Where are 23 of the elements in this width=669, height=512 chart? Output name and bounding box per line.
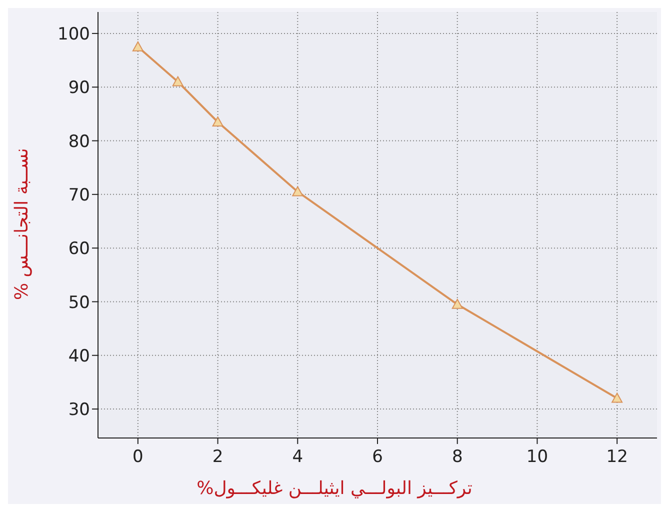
- point: [212, 116, 224, 126]
- x-axis-title: تركـــيز البولـــي ايثيلـــن غليكـــول%: [196, 478, 474, 499]
- point: [452, 298, 463, 309]
- x-tick-label: 2: [212, 447, 224, 468]
- y-tick-label: 30: [68, 400, 90, 420]
- x-tick-label: 0: [132, 447, 144, 468]
- point: [612, 392, 623, 403]
- y-axis-title: نســبة التجانـــس %: [12, 148, 32, 300]
- y-tick-label: 80: [68, 132, 90, 152]
- x-tick-label: 10: [526, 447, 548, 468]
- x-tick-label: 4: [292, 447, 304, 468]
- y-tick-label: 70: [68, 185, 90, 206]
- x-tick-label: 8: [452, 447, 463, 468]
- point: [292, 186, 304, 196]
- y-tick-label: 50: [68, 292, 90, 313]
- point: [172, 76, 184, 86]
- y-tick-label: 60: [68, 239, 90, 260]
- y-tick-label: 100: [58, 24, 90, 44]
- x-tick-label: 12: [606, 447, 628, 468]
- point: [132, 41, 144, 52]
- y-tick-label: 90: [68, 78, 90, 98]
- y-tick-label: 40: [68, 346, 90, 366]
- x-tick-label: 6: [372, 447, 383, 468]
